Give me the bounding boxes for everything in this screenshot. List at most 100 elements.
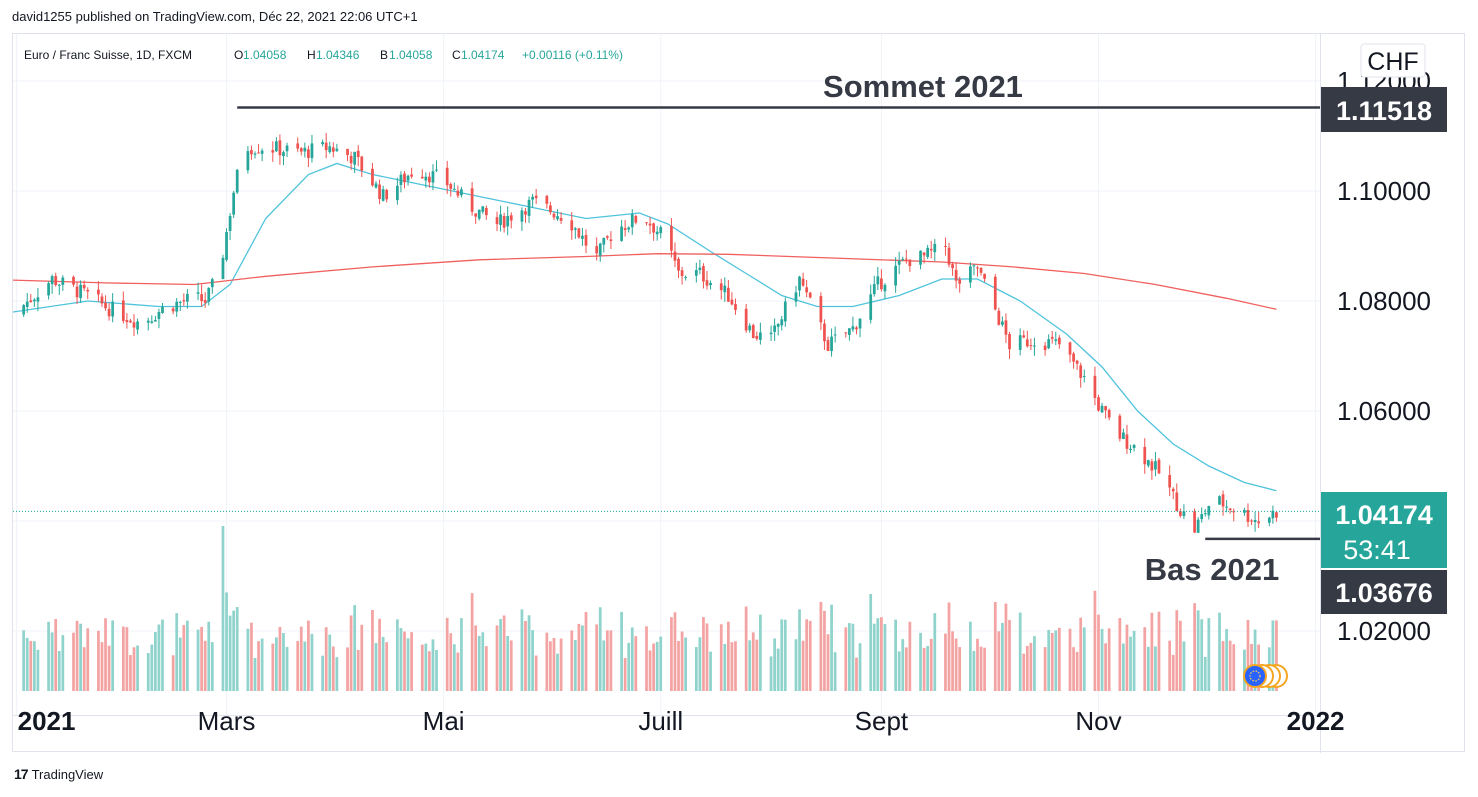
volume-bar [830,604,833,691]
price-chart[interactable]: 1.020001.040001.060001.080001.100001.120… [13,34,1466,753]
x-tick-label: 2022 [1287,706,1345,736]
candle-body [324,142,328,151]
candle-body [570,220,574,231]
candle-body [1200,514,1204,520]
candle-body [1029,345,1033,347]
candle-body [1232,511,1236,513]
volume-bar [100,642,104,691]
candle-body [282,152,285,157]
candle-body [449,184,453,189]
candle-body [620,226,623,241]
volume-bar [748,640,752,691]
candle-body [584,235,588,246]
volume-bar [353,605,357,691]
candle-body [431,171,435,183]
volume-bar [1057,627,1061,691]
volume-bar [659,636,663,691]
y-tick-label: 1.08000 [1337,286,1431,316]
candle-body [86,289,90,292]
volume-bar [1068,628,1072,691]
candle-body [1150,461,1154,471]
volume-bar [310,633,314,691]
candle-body [1043,345,1047,351]
volume-bar [819,601,823,691]
candle-body [378,184,381,200]
candle-body [1253,520,1257,523]
candle-body [951,264,954,269]
candle-body [374,183,378,188]
candle-body [698,267,702,271]
volume-bar [922,647,926,691]
candle-body [1243,509,1246,513]
volume-bar [396,619,399,691]
events-icon[interactable] [1243,664,1288,688]
x-tick-label: 2021 [18,706,76,736]
volume-bar [851,623,855,691]
volume-bar [210,642,214,691]
candle-body [894,265,897,286]
legend-h-value: 1.04346 [316,48,360,62]
volume-bar [285,646,289,691]
candle-body [1275,512,1278,518]
volume-bar [719,624,723,691]
candle-body [353,151,357,165]
volume-bar [161,619,164,691]
candle-body [232,192,236,215]
price-tag-bottom: 1.03676 [1335,578,1433,608]
candle-body [1143,446,1147,465]
price-tag-countdown: 53:41 [1343,535,1411,565]
candle-body [723,285,727,293]
volume-bar [847,623,851,691]
candle-body [29,300,33,303]
candle-body [349,155,353,164]
volume-bar [1097,614,1100,691]
volume-bar [1072,647,1075,691]
candle-body [1207,506,1211,516]
volume-bar [196,629,200,691]
volume-bar [1029,642,1033,691]
candle-body [844,332,848,334]
candle-body [25,301,29,308]
volume-bar [1008,619,1011,691]
candle-body [360,156,364,171]
candle-body [719,283,723,291]
volume-bar [1001,622,1004,691]
candle-body [773,325,776,332]
candle-body [1107,409,1111,418]
candle-body [506,216,510,227]
candle-body [200,294,203,302]
volume-bar [349,615,353,691]
volume-bar [260,638,264,691]
candle-body [744,308,748,331]
volume-bar [1050,632,1054,691]
volume-bar [470,593,474,691]
volume-bar [381,636,385,691]
volume-bar [947,602,951,691]
candle-body [246,151,250,171]
volume-bar [481,632,485,691]
candle-body [285,145,289,152]
volume-bar [1175,610,1179,691]
volume-bar [623,657,627,691]
candle-body [780,319,784,326]
candle-body [32,299,36,302]
candle-body [157,312,161,319]
currency-badge[interactable]: CHF [1367,48,1418,76]
currency-badge-box[interactable] [1360,43,1426,78]
volume-bar [527,615,531,691]
candle-body [1196,519,1200,533]
volume-bar [435,649,438,691]
volume-bar [104,618,107,691]
volume-bar [303,641,307,691]
candle-body [1004,320,1008,335]
candle-body [531,196,534,200]
volume-bar [808,620,812,691]
candle-body [702,266,705,282]
candle-body [428,176,431,183]
candle-body [872,284,876,295]
candle-body [801,278,805,286]
candle-body [808,292,812,298]
chart-frame[interactable]: 1.020001.040001.060001.080001.100001.120… [12,33,1466,753]
volume-bar [1232,644,1236,691]
volume-bar [157,624,161,691]
